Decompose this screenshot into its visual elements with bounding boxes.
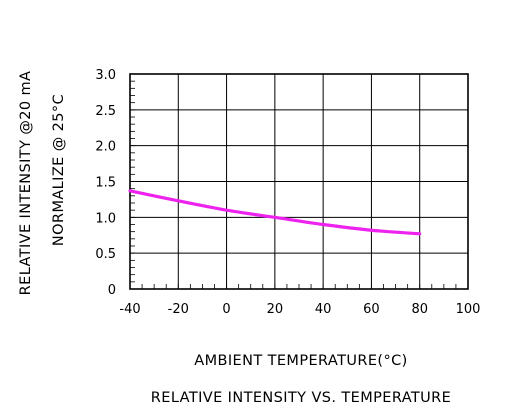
y-tick-labels: 0 0.5 1.0 1.5 2.0 2.5 3.0	[95, 68, 116, 298]
y-tick-label-3: 1.5	[95, 176, 116, 191]
x-tick-label-0: -40	[119, 302, 140, 317]
y-tick-label-2: 1.0	[95, 211, 116, 226]
y-tick-label-6: 3.0	[95, 68, 116, 83]
series-group	[128, 189, 422, 236]
chart-title: RELATIVE INTENSITY VS. TEMPERATURE	[151, 390, 451, 406]
plot-frame	[129, 73, 469, 290]
y-axis-label-line2: NORMALIZE @ 25°C	[51, 94, 67, 246]
x-tick-labels: -40 -20 0 20 40 60 80 100	[119, 302, 480, 317]
y-tick-label-1: 0.5	[95, 247, 116, 262]
x-tick-label-1: -20	[168, 302, 189, 317]
x-axis-label: AMBIENT TEMPERATURE(°C)	[194, 353, 407, 369]
y-tick-label-5: 2.5	[95, 104, 116, 119]
series-line-0	[128, 189, 422, 236]
x-tick-label-4: 40	[315, 302, 332, 317]
x-tick-label-3: 20	[267, 302, 284, 317]
x-tick-label-5: 60	[363, 302, 380, 317]
y-axis-label-line1: RELATIVE INTENSITY @20 mA	[18, 71, 34, 296]
x-tick-label-6: 80	[411, 302, 428, 317]
y-tick-label-0: 0	[108, 283, 116, 298]
x-tick-label-7: 100	[456, 302, 481, 317]
x-tick-label-2: 0	[222, 302, 230, 317]
grid	[129, 73, 469, 290]
y-tick-label-4: 2.0	[95, 140, 116, 155]
